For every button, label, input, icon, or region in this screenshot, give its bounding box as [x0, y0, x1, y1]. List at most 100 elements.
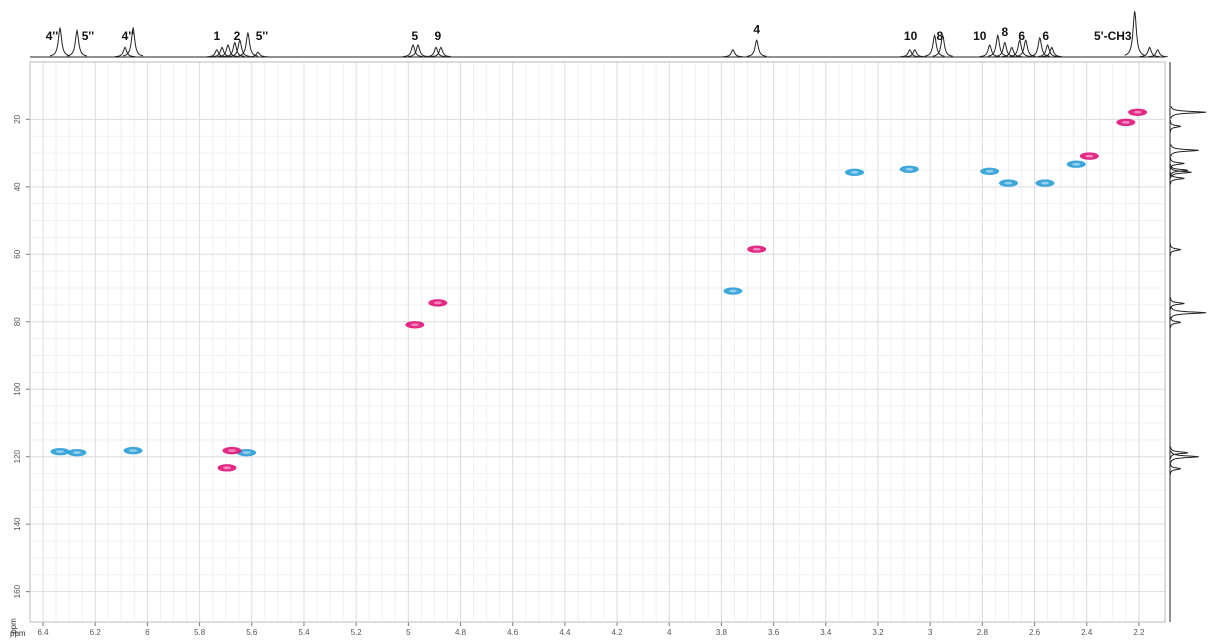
cross-peak-core — [752, 247, 761, 251]
f2-peak — [206, 49, 227, 58]
cross-peak — [405, 321, 425, 329]
cross-peak-core — [1040, 181, 1049, 185]
f1-peak — [1170, 144, 1199, 157]
x-axis-label: ppm — [10, 629, 26, 638]
f2-peak — [66, 28, 88, 57]
f2-peak — [899, 49, 920, 58]
cross-peak — [723, 287, 743, 295]
f2-peak — [1041, 46, 1062, 58]
f1-peak — [1169, 172, 1185, 185]
cross-peak — [747, 245, 767, 253]
f2-peak — [746, 39, 767, 57]
x-tick-label: 4.4 — [559, 628, 571, 637]
f2-peak — [218, 44, 238, 57]
f2-peak — [924, 34, 945, 57]
cross-peak-core — [1133, 110, 1142, 114]
cross-peak-core — [1121, 120, 1130, 124]
peak-label: 5 — [412, 29, 419, 43]
f2-peak — [212, 46, 232, 58]
f2-peak — [1139, 46, 1160, 58]
cross-peak-core — [1004, 181, 1013, 185]
f2-peak — [987, 34, 1008, 57]
peak-label: 2 — [234, 29, 241, 43]
peak-label: 9 — [434, 29, 441, 43]
x-tick-label: 3 — [928, 628, 933, 637]
x-tick-label: 3.4 — [820, 628, 832, 637]
f2-peak — [932, 34, 953, 57]
cross-peak-core — [905, 167, 914, 171]
cross-peak-core — [433, 301, 442, 305]
x-tick-label: 4 — [667, 628, 672, 637]
cross-peak — [1116, 118, 1136, 127]
cross-peak-core — [850, 170, 859, 174]
f2-peak — [426, 46, 446, 58]
y-tick-label: 160 — [13, 584, 22, 598]
f2-peak — [224, 41, 245, 57]
f1-peak — [1169, 462, 1181, 475]
peak-label: 1 — [213, 29, 220, 43]
cross-peak — [1079, 152, 1099, 160]
f1-peak — [1170, 106, 1207, 119]
f2-peak — [430, 46, 451, 58]
f2-peak — [115, 46, 135, 58]
x-tick-label: 3.6 — [768, 628, 780, 637]
cross-peak — [123, 446, 143, 455]
peak-label: 4'' — [122, 29, 135, 43]
peak-label: 5'-CH3 — [1094, 29, 1132, 43]
f2-peak — [1037, 44, 1058, 57]
y-axis-label: ppm — [9, 618, 18, 634]
peak-label: 10 — [904, 29, 918, 43]
cross-peak — [1066, 160, 1086, 168]
cross-peak-core — [1072, 162, 1081, 166]
f2-peak — [403, 44, 423, 57]
y-tick-label: 120 — [13, 449, 22, 463]
f1-peak — [1170, 306, 1207, 319]
f2-peak — [123, 26, 144, 57]
peak-label: 4'' — [46, 29, 59, 43]
f2-peak — [722, 49, 743, 58]
plot-frame — [29, 61, 1166, 623]
cross-peak — [428, 299, 448, 307]
y-tick-label: 100 — [13, 382, 22, 396]
peak-label: 8 — [1001, 25, 1008, 39]
cross-peak-core — [222, 466, 231, 470]
x-tick-label: 6 — [145, 628, 150, 637]
f1-peak — [1169, 243, 1181, 256]
cross-peak — [980, 167, 1000, 176]
cross-peak-core — [410, 323, 419, 327]
f2-peak — [1124, 11, 1145, 56]
f1-peak — [1169, 120, 1181, 133]
x-tick-label: 5.2 — [351, 628, 363, 637]
cross-peak-core — [728, 289, 737, 293]
cross-peak — [899, 165, 919, 173]
cross-peak — [67, 448, 87, 457]
cross-peak — [1128, 108, 1148, 116]
cross-peak-core — [1085, 154, 1094, 158]
cross-peak-core — [56, 450, 65, 454]
x-tick-label: 5.6 — [246, 628, 258, 637]
peak-label: 4 — [753, 22, 760, 36]
f1-peak — [1169, 316, 1181, 329]
y-tick-label: 60 — [13, 249, 22, 258]
x-tick-label: 4.2 — [612, 628, 624, 637]
x-tick-label: 2.2 — [1133, 628, 1145, 637]
y-tick-label: 20 — [13, 114, 22, 123]
x-tick-label: 3.8 — [716, 628, 728, 637]
f2-peak — [1147, 49, 1168, 58]
peak-label: 5'' — [82, 29, 95, 43]
x-tick-label: 2.8 — [977, 628, 989, 637]
x-tick-label: 5.4 — [298, 628, 310, 637]
cross-peak-core — [129, 449, 138, 453]
peak-label: 8 — [936, 29, 943, 43]
x-tick-label: 5 — [406, 628, 411, 637]
x-tick-label: 2.4 — [1081, 628, 1093, 637]
x-tick-label: 3.2 — [872, 628, 884, 637]
x-tick-label: 6.4 — [37, 628, 49, 637]
x-tick-label: 4.8 — [455, 628, 467, 637]
peak-label: 5'' — [256, 29, 269, 43]
x-tick-label: 4.6 — [507, 628, 519, 637]
cross-peak — [1035, 179, 1055, 187]
f2-peak — [904, 49, 925, 58]
